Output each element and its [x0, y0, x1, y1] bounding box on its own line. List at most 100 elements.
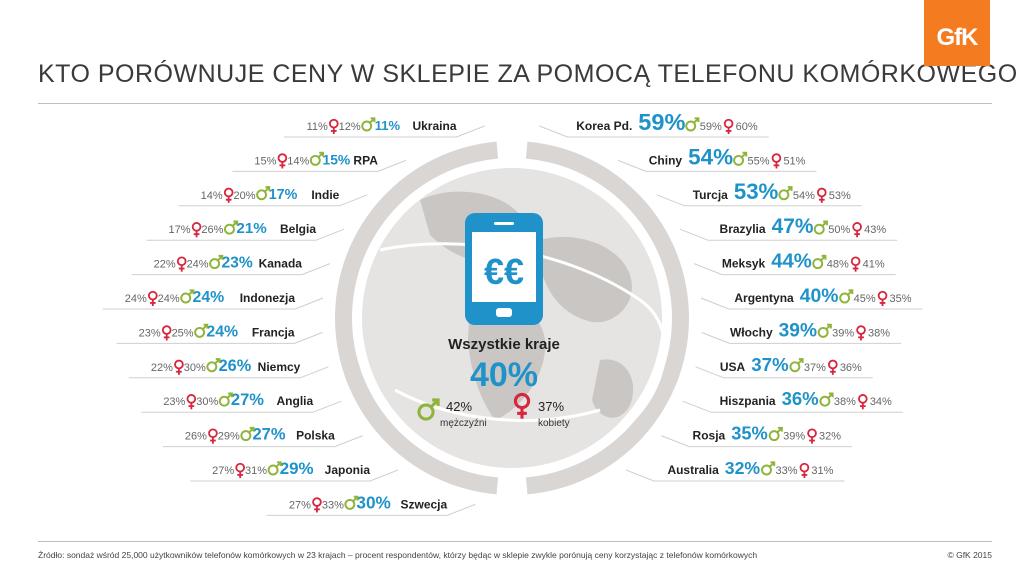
total-value: 26%	[219, 357, 252, 375]
female-icon	[828, 359, 838, 375]
country-row: Australia 32% 33% 31%	[625, 458, 845, 482]
country-name: Brazylia	[720, 222, 766, 236]
total-value: 21%	[236, 220, 267, 237]
male-value: 55%	[748, 155, 770, 167]
country-row: Belgia 21% 26% 17%	[146, 220, 345, 241]
female-value: 17%	[169, 224, 191, 236]
female-value: 53%	[829, 190, 851, 202]
country-name: Polska	[296, 429, 335, 443]
total-value: 24%	[193, 289, 225, 306]
row-connector	[456, 125, 485, 138]
female-value: 38%	[868, 327, 890, 339]
row-connector	[539, 125, 568, 138]
overall-women-value: 37%	[538, 399, 564, 414]
country-row: Włochy 39% 39% 38%	[701, 320, 902, 344]
country-row: Turcja 53% 54% 53%	[656, 179, 862, 207]
male-value: 39%	[783, 431, 805, 443]
female-value: 24%	[125, 293, 147, 305]
male-icon	[256, 186, 271, 201]
male-icon	[417, 398, 440, 421]
row-connector	[656, 194, 685, 207]
total-value: 39%	[779, 320, 817, 341]
female-value: 35%	[890, 293, 912, 305]
row-connector	[301, 263, 331, 276]
female-value: 51%	[783, 155, 805, 167]
male-icon	[761, 461, 776, 476]
female-icon	[223, 187, 234, 203]
row-connector	[617, 159, 647, 172]
country-name: Meksyk	[722, 257, 766, 271]
male-icon	[218, 392, 233, 407]
female-value: 15%	[254, 155, 276, 167]
male-icon	[206, 358, 221, 373]
total-value: 30%	[356, 492, 390, 512]
male-icon	[813, 220, 828, 235]
overall-total: 40%	[470, 356, 538, 394]
male-icon	[309, 151, 324, 166]
country-row: Brazylia 47% 50% 43%	[679, 215, 898, 241]
female-icon	[174, 359, 184, 375]
country-name: Ukraina	[412, 119, 456, 133]
total-value: 44%	[771, 251, 812, 273]
country-row: Kanada 23% 24% 22%	[131, 255, 331, 276]
phone-button	[496, 308, 512, 317]
female-value: 22%	[154, 259, 176, 271]
country-row: Argentyna 40% 45% 35%	[700, 285, 923, 310]
row-connector	[693, 263, 723, 276]
landmass	[592, 359, 634, 418]
overall-label: Wszystkie kraje	[448, 336, 560, 353]
total-value: 32%	[725, 458, 761, 478]
page-title: KTO PORÓWNUJE CENY W SKLEPIE ZA POMOCĄ T…	[38, 60, 1018, 88]
country-row: Chiny 54% 55% 51%	[617, 144, 817, 172]
smartphone-icon: €€	[465, 213, 543, 325]
male-value: 33%	[322, 499, 344, 511]
euro-symbol: €€	[484, 251, 524, 292]
female-value: 14%	[201, 190, 223, 202]
country-row: Hiszpania 36% 38% 34%	[682, 388, 903, 413]
female-value: 22%	[151, 362, 173, 374]
country-name: Hiszpania	[720, 394, 776, 408]
male-value: 29%	[218, 431, 240, 443]
country-row: Francja 24% 25% 23%	[116, 323, 323, 344]
row-connector	[447, 503, 476, 516]
female-icon	[176, 256, 187, 272]
country-name: Belgia	[280, 222, 316, 236]
female-icon	[807, 428, 817, 444]
ring-gap	[352, 158, 672, 478]
male-value: 59%	[700, 121, 722, 133]
country-row: Meksyk 44% 48% 41%	[693, 251, 896, 276]
country-name: USA	[720, 360, 746, 374]
female-icon	[161, 325, 172, 341]
globe-curve	[379, 242, 667, 452]
female-icon	[877, 290, 888, 307]
male-value: 45%	[854, 293, 876, 305]
country-row: Szwecja 30% 33% 27%	[266, 492, 476, 516]
total-value: 11%	[375, 118, 401, 133]
country-name: Chiny	[649, 153, 683, 167]
row-connector	[315, 228, 345, 241]
total-value: 15%	[322, 151, 350, 167]
female-icon	[235, 462, 245, 479]
total-value: 36%	[782, 388, 819, 409]
female-icon	[816, 187, 827, 203]
female-icon	[858, 394, 868, 410]
male-icon	[224, 220, 239, 235]
female-icon	[513, 392, 531, 419]
female-icon	[771, 153, 782, 169]
total-value: 27%	[231, 390, 264, 409]
country-row: Niemcy 26% 30% 22%	[128, 357, 329, 379]
total-value: 53%	[734, 179, 779, 204]
country-row: Indie 17% 20% 14%	[178, 186, 368, 207]
male-value: 31%	[245, 465, 267, 477]
female-icon	[799, 462, 810, 479]
ring-segment	[335, 141, 499, 495]
female-icon	[850, 256, 861, 272]
female-value: 36%	[840, 362, 862, 374]
male-value: 37%	[804, 362, 826, 374]
globe-curve	[394, 388, 601, 422]
male-icon	[267, 461, 282, 476]
country-name: Turcja	[693, 188, 728, 202]
country-row: Anglia 27% 30% 23%	[141, 390, 342, 413]
overall-summary: Wszystkie kraje 40% 42% mężczyźni 37% kobiety	[417, 336, 570, 429]
female-value: 23%	[139, 327, 161, 339]
